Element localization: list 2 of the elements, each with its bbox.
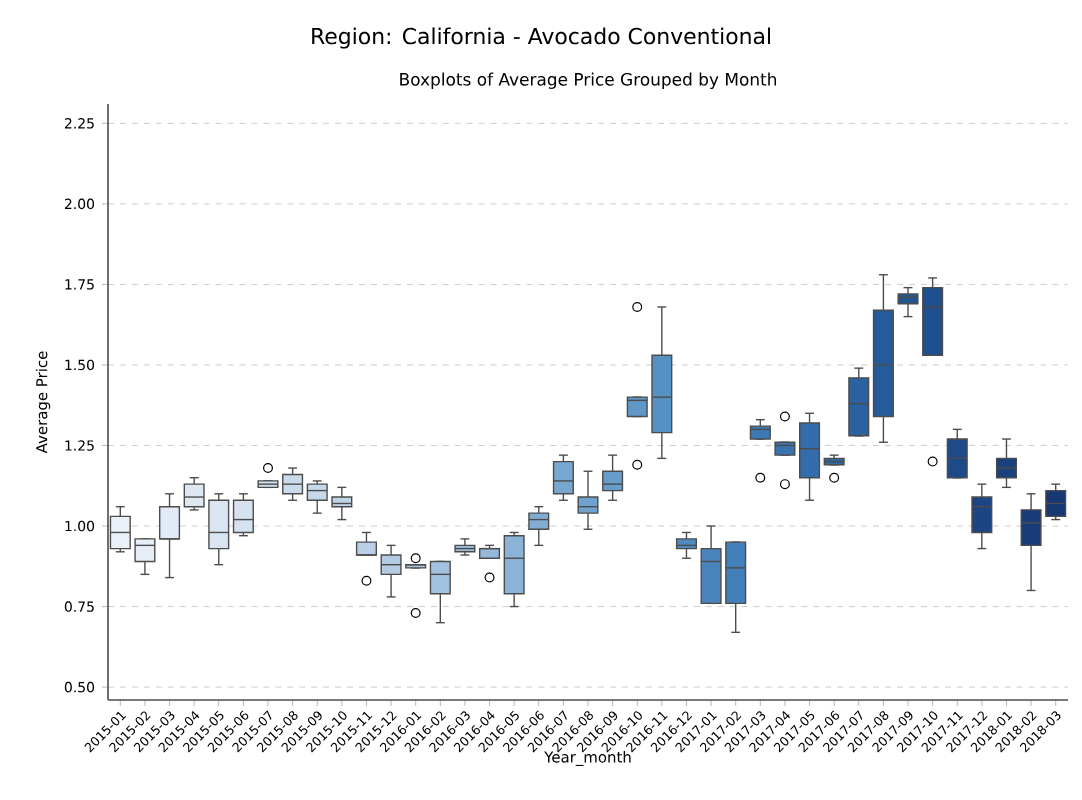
- chart-subtitle: Boxplots of Average Price Grouped by Month: [400, 72, 777, 89]
- chart-title: Region: California - Avocado Conventional: [312, 27, 770, 49]
